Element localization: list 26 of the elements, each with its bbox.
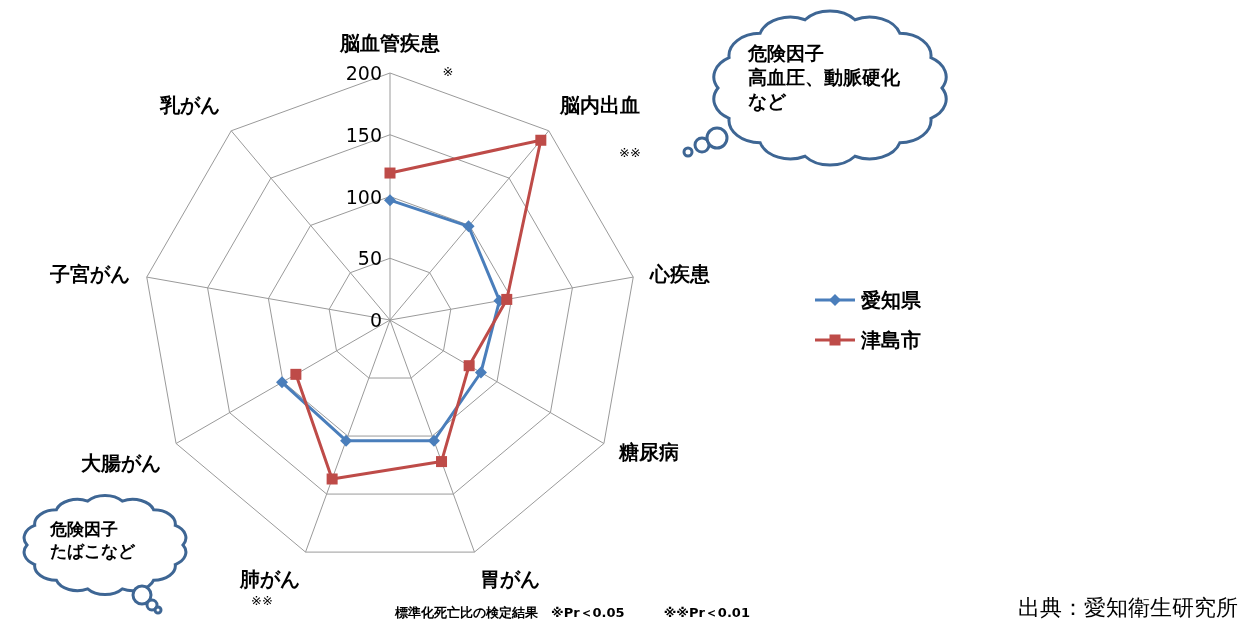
text: たばこなど [50, 541, 136, 561]
text: など [748, 90, 787, 112]
spoke-label: 大腸がん [81, 451, 162, 476]
text: 高血圧、動脈硬化 [748, 66, 901, 88]
spoke-label: 脳血管疾患 [339, 30, 441, 55]
text: 標準化死亡比の検定結果 ※Pr＜0.05 ※※Pr＜0.01 [394, 605, 750, 620]
spoke-label: 乳がん [159, 92, 221, 117]
legend-label: 津島市 [860, 328, 921, 352]
legend-label: 愛知県 [861, 288, 922, 312]
spoke-label: 子宮がん [48, 262, 130, 287]
spoke-label: 脳内出血 [558, 92, 640, 117]
spoke-label: 心疾患 [649, 262, 712, 287]
text: ※※ [251, 593, 273, 608]
spoke-label: 肺がん [238, 567, 300, 592]
y-tick-label: 0 [369, 309, 382, 331]
y-tick-label: 100 [345, 185, 382, 208]
spoke-label: 糖尿病 [617, 440, 679, 465]
y-tick-label: 50 [357, 247, 382, 270]
source-note: 出典：愛知衛生研究所 [1018, 595, 1238, 620]
y-tick-label: 150 [345, 123, 382, 146]
text: 危険因子 [49, 519, 118, 539]
text: ※※ [619, 145, 641, 160]
y-tick-label: 200 [345, 62, 382, 84]
spoke-label: 胃がん [480, 567, 541, 592]
text: ※ [442, 64, 454, 79]
text: 危険因子 [747, 42, 824, 64]
